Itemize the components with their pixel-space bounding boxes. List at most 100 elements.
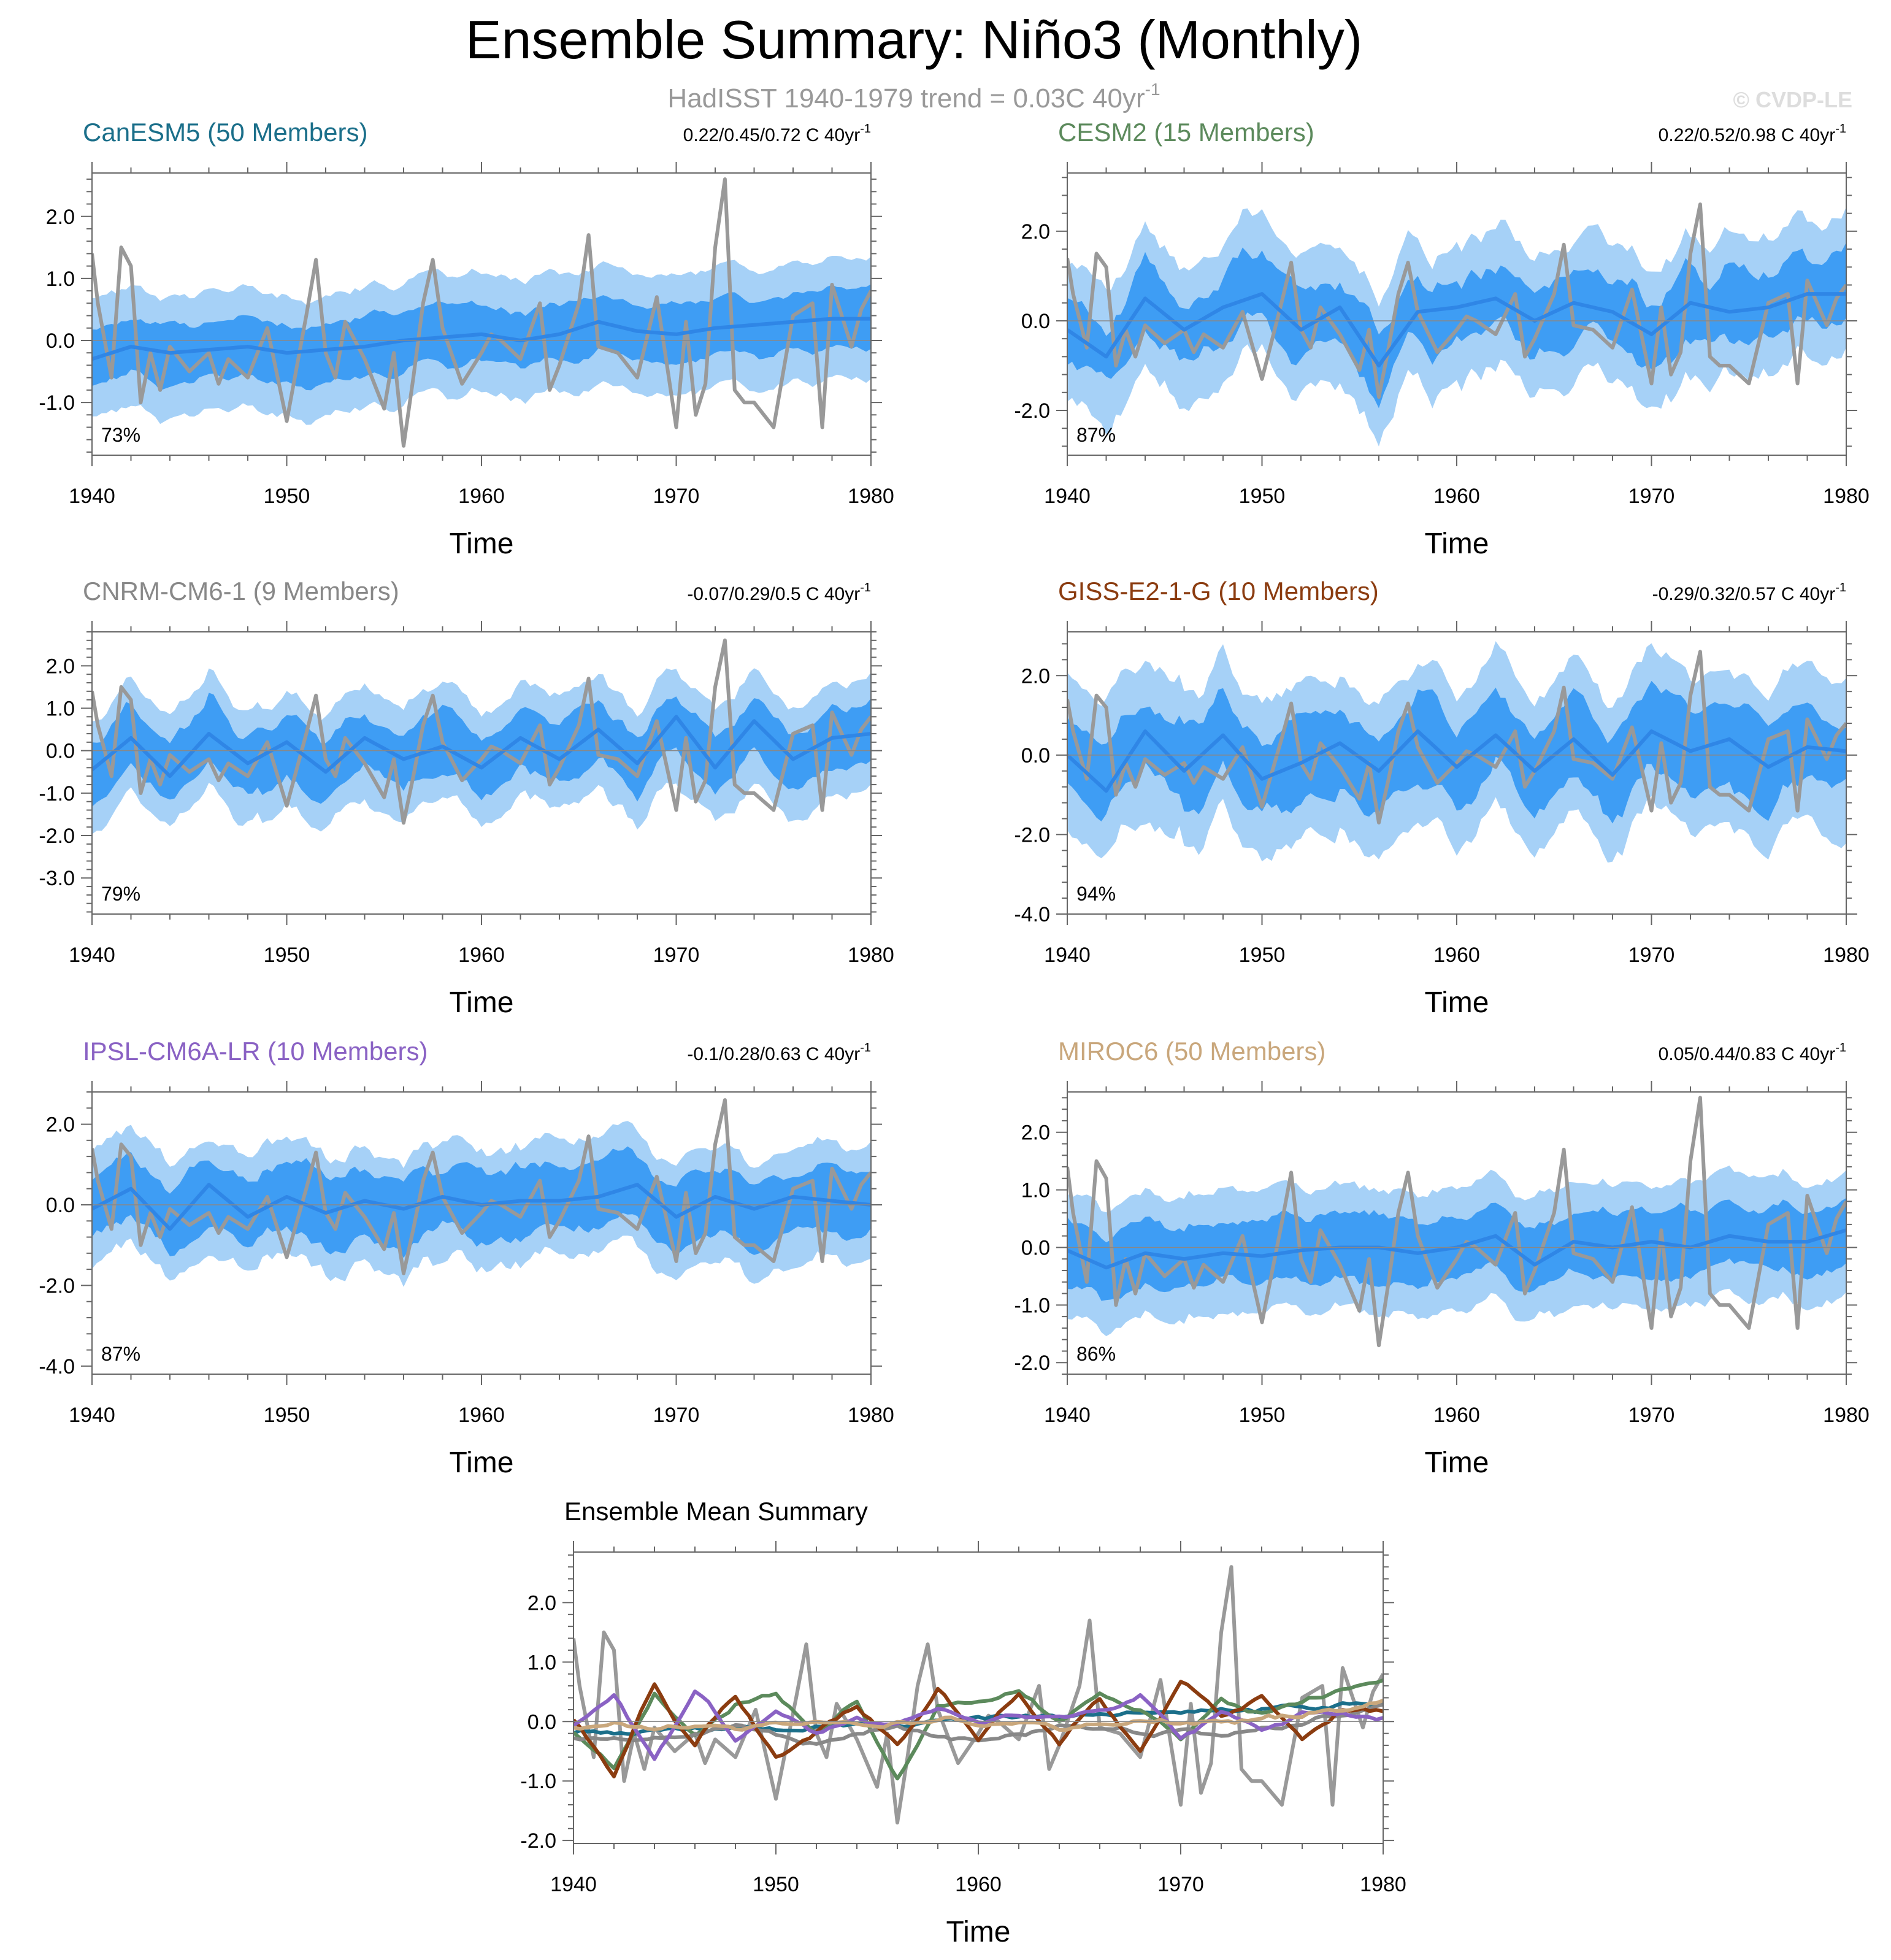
x-tick-label: 1980 — [848, 485, 894, 508]
y-tick-label: -2.0 — [520, 1829, 556, 1853]
panel-title: IPSL-CM6A-LR (10 Members) — [83, 1037, 428, 1066]
trend-label: 0.05/0.44/0.83 C 40yr-1 — [1659, 1041, 1846, 1064]
trend-label: 0.22/0.52/0.98 C 40yr-1 — [1659, 122, 1846, 145]
x-tick-label: 1950 — [1239, 943, 1286, 967]
y-tick-label: 0.0 — [527, 1710, 556, 1734]
y-tick-label: 1.0 — [527, 1651, 556, 1674]
panel-title: CNRM-CM6-1 (9 Members) — [83, 577, 399, 605]
x-tick-label: 1980 — [848, 943, 894, 967]
panel-title: Ensemble Mean Summary — [564, 1497, 868, 1526]
y-tick-label: -2.0 — [39, 1274, 75, 1297]
y-tick-label: -2.0 — [39, 824, 75, 848]
x-tick-label: 1940 — [69, 485, 115, 508]
x-tick-label: 1940 — [69, 1404, 115, 1427]
percent-label: 87% — [1076, 424, 1116, 446]
x-axis-label: Time — [1425, 1447, 1489, 1479]
observations-line — [92, 177, 871, 448]
ensemble-inner-band — [92, 693, 871, 807]
y-tick-label: -1.0 — [39, 391, 75, 415]
percent-label: 86% — [1076, 1343, 1116, 1365]
x-axis-label: Time — [450, 1447, 514, 1479]
observations-line — [1067, 650, 1846, 824]
plot-area — [573, 1552, 1383, 1843]
x-tick-label: 1960 — [1433, 943, 1480, 967]
x-tick-label: 1940 — [69, 943, 115, 967]
x-tick-label: 1970 — [653, 485, 700, 508]
ensemble-inner-band — [92, 1146, 871, 1258]
x-tick-label: 1970 — [653, 943, 700, 967]
trend-text: 0.22/0.52/0.98 C 40yr — [1659, 125, 1836, 145]
subtitle-text: HadISST 1940-1979 trend = 0.03C 40yr — [667, 83, 1145, 113]
x-tick-label: 1940 — [550, 1873, 597, 1896]
y-tick-label: 0.0 — [1021, 1236, 1050, 1259]
x-tick-label: 1950 — [264, 943, 310, 967]
x-tick-label: 1980 — [1823, 485, 1870, 508]
y-tick-label: -4.0 — [39, 1355, 75, 1378]
x-axis-label: Time — [450, 528, 514, 560]
trend-text: -0.29/0.32/0.57 C 40yr — [1652, 584, 1836, 604]
trend-sup: -1 — [860, 1041, 871, 1055]
x-axis-label: Time — [1425, 986, 1489, 1019]
trend-sup: -1 — [1835, 581, 1846, 594]
panel-ipsl-cm6a-lr: -4.0 -2.0 0.0 2.0 1940 1950 1960 1970 1980 Time IP… — [39, 1037, 894, 1479]
panels: -1.0 0.0 1.0 2.0 1940 1950 1960 1970 1980 Time Can… — [39, 118, 1869, 1948]
watermark: © CVDP-LE — [1733, 87, 1852, 112]
y-tick-label: 2.0 — [46, 1113, 75, 1137]
trend-text: -0.07/0.29/0.5 C 40yr — [687, 584, 860, 604]
x-axis-label: Time — [450, 986, 514, 1019]
ensemble-inner-band — [1067, 680, 1846, 824]
x-tick-label: 1970 — [1628, 485, 1675, 508]
y-tick-label: 2.0 — [1021, 1121, 1050, 1145]
ensemble-inner-band — [92, 284, 871, 391]
plot-content — [573, 1565, 1383, 1825]
trend-label: -0.29/0.32/0.57 C 40yr-1 — [1652, 581, 1846, 604]
x-tick-label: 1960 — [458, 1404, 505, 1427]
x-tick-label: 1950 — [264, 485, 310, 508]
y-tick-label: -1.0 — [1014, 1294, 1050, 1317]
y-tick-label: 1.0 — [1021, 1179, 1050, 1202]
panel-cnrm-cm6-1: -3.0 -2.0 -1.0 0.0 1.0 2.0 1940 1950 1960 1970 198… — [39, 577, 894, 1019]
y-tick-label: 2.0 — [1021, 664, 1050, 688]
panel-cesm2: -2.0 0.0 2.0 1940 1950 1960 1970 1980 Time CESM2 … — [1014, 118, 1869, 560]
ensemble-mean-line — [92, 317, 871, 361]
plot-content — [92, 638, 871, 834]
x-tick-label: 1950 — [1239, 485, 1286, 508]
y-tick-label: 2.0 — [46, 655, 75, 678]
y-tick-label: 2.0 — [1021, 220, 1050, 244]
y-tick-label: 0.0 — [1021, 310, 1050, 333]
figure-subtitle: HadISST 1940-1979 trend = 0.03C 40yr-1 — [667, 80, 1160, 113]
ensemble-mean-line — [1067, 292, 1846, 367]
x-tick-label: 1960 — [458, 943, 505, 967]
trend-text: 0.22/0.45/0.72 C 40yr — [683, 125, 861, 145]
y-tick-label: -1.0 — [520, 1770, 556, 1793]
x-tick-label: 1980 — [1360, 1873, 1406, 1896]
ensemble-inner-band — [1067, 242, 1846, 409]
trend-sup: -1 — [860, 581, 871, 594]
ensemble-inner-band — [1067, 1197, 1846, 1301]
x-tick-label: 1970 — [1628, 1404, 1675, 1427]
x-axis-label: Time — [946, 1916, 1011, 1948]
ensemble-mean-line — [92, 715, 871, 778]
panel-title: GISS-E2-1-G (10 Members) — [1058, 577, 1379, 605]
x-tick-label: 1960 — [1433, 1404, 1480, 1427]
percent-label: 94% — [1076, 883, 1116, 905]
trend-label: -0.07/0.29/0.5 C 40yr-1 — [687, 581, 871, 604]
percent-label: 79% — [101, 883, 140, 905]
percent-label: 87% — [101, 1343, 140, 1365]
x-tick-label: 1960 — [1433, 485, 1480, 508]
x-tick-label: 1960 — [458, 485, 505, 508]
x-tick-label: 1950 — [264, 1404, 310, 1427]
panel-canesm5: -1.0 0.0 1.0 2.0 1940 1950 1960 1970 1980 Time Can… — [39, 118, 894, 560]
x-tick-label: 1970 — [653, 1404, 700, 1427]
ensemble-mean-line — [1067, 729, 1846, 793]
panel-title: CESM2 (15 Members) — [1058, 118, 1314, 147]
y-tick-label: 1.0 — [46, 698, 75, 721]
percent-label: 73% — [101, 424, 140, 446]
observations-line — [92, 1098, 871, 1275]
trend-label: -0.1/0.28/0.63 C 40yr-1 — [687, 1041, 871, 1064]
plot-content — [1067, 641, 1846, 863]
y-tick-label: -2.0 — [1014, 1351, 1050, 1375]
x-tick-label: 1950 — [1239, 1404, 1286, 1427]
y-tick-label: 0.0 — [46, 329, 75, 353]
x-tick-label: 1940 — [1044, 943, 1091, 967]
